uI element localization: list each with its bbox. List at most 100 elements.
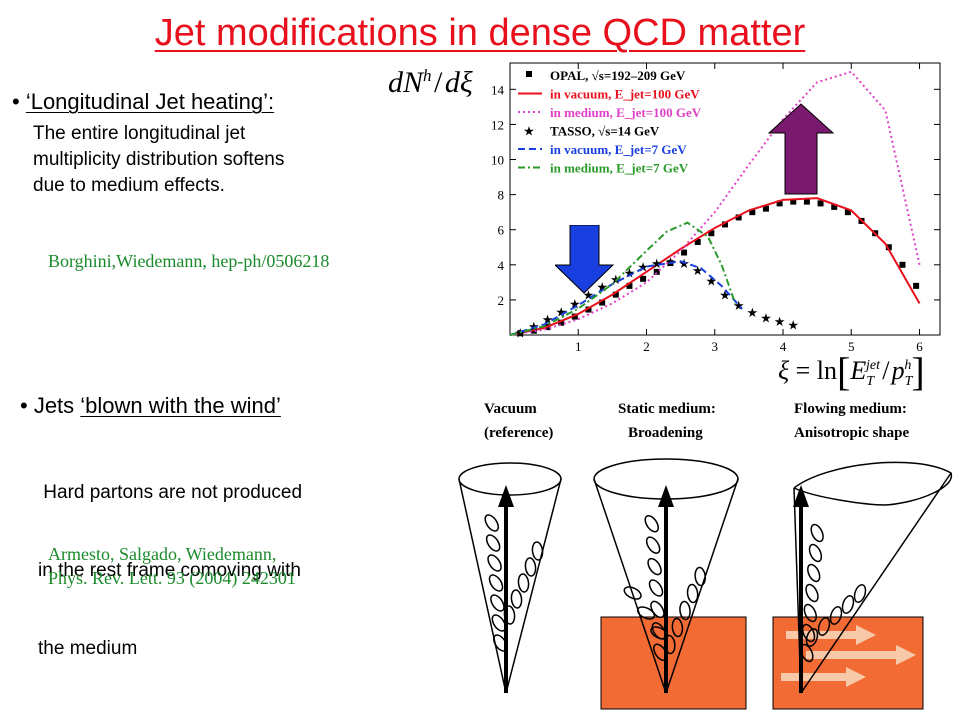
opal-point: [913, 282, 920, 289]
tasso-point: ★: [583, 288, 595, 303]
tasso-point: ★: [610, 272, 622, 287]
legend-label: OPAL, √s=192–209 GeV: [550, 68, 686, 83]
x-tick-label: 2: [643, 339, 650, 354]
xlabel-formula: ξ = ln[ETjet / pTh]: [778, 349, 925, 394]
y-tick-label: 6: [498, 223, 505, 238]
y-tick-label: 12: [491, 117, 504, 132]
opal-point: [776, 200, 783, 207]
x-tick-label: 6: [916, 339, 923, 354]
opal-point: [790, 198, 797, 205]
gluon-loop: [829, 606, 843, 625]
tasso-point: ★: [787, 317, 799, 332]
legend-label: in vacuum, E_jet=100 GeV: [550, 87, 700, 102]
tasso-point: ★: [637, 260, 649, 275]
x-tick-label: 4: [780, 339, 787, 354]
section2-heading-row: • Jets ‘blown with the wind’: [20, 393, 281, 419]
section1-line: multiplicity distribution softens: [33, 149, 285, 170]
jet-medium-diagram: Vacuum (reference) Static medium: Broade…: [446, 393, 960, 720]
opal-point: [749, 209, 756, 216]
flowing-medium-block: [772, 616, 924, 710]
gluon-loop: [636, 606, 656, 620]
tasso-point: ★: [665, 254, 677, 269]
gluon-loop: [663, 634, 676, 655]
opal-point: [599, 299, 606, 306]
y-tick-label: 2: [498, 293, 505, 308]
tasso-point: ★: [706, 274, 718, 289]
y-tick-label: 14: [491, 82, 505, 97]
section2-line: the medium: [38, 638, 138, 659]
diagram-col-subtitle: Anisotropic shape: [794, 425, 910, 441]
gluon-loop: [841, 595, 855, 614]
gluon-loop: [694, 566, 707, 587]
gluon-loop: [493, 634, 508, 652]
gluon-loop: [485, 534, 501, 552]
tasso-point: ★: [692, 263, 704, 278]
gluon-loop: [817, 617, 831, 636]
tasso-point: ★: [624, 266, 636, 281]
section1-heading-row: • ‘Longitudinal Jet heating’:: [12, 89, 274, 115]
gluon-loop: [805, 628, 819, 647]
x-tick-label: 5: [848, 339, 855, 354]
tasso-point: ★: [555, 304, 567, 319]
gluon-loop: [510, 589, 523, 609]
gluon-loop: [484, 514, 499, 532]
tasso-point: ★: [651, 256, 663, 271]
section1-body: The entire longitudinal jet multiplicity…: [33, 121, 284, 199]
ylabel-dn: dN: [388, 66, 424, 99]
section1-bullet: •: [12, 89, 26, 114]
gluon-loop: [671, 617, 684, 638]
opal-point: [571, 313, 578, 320]
x-tick-label: 3: [712, 339, 719, 354]
opal-point: [735, 214, 742, 221]
gluon-loop: [488, 574, 504, 592]
legend-marker: [526, 71, 532, 77]
series-line: [509, 70, 921, 336]
section2-line: Hard partons are not produced: [38, 482, 303, 503]
tasso-point: ★: [719, 288, 731, 303]
gluon-loop: [810, 523, 824, 543]
gluon-loop: [517, 573, 530, 593]
gluon-loop: [807, 563, 821, 583]
gluon-loop: [801, 623, 816, 643]
gluon-loop: [487, 554, 502, 572]
opal-point: [722, 221, 728, 228]
diagram-col-subtitle: (reference): [484, 425, 553, 441]
ylabel-formula: dNh / dξ: [388, 66, 473, 99]
tasso-point: ★: [746, 305, 758, 320]
opal-point: [681, 249, 688, 256]
opal-point: [844, 209, 851, 216]
gluon-loop: [805, 583, 819, 603]
gluon-loop: [647, 557, 662, 576]
section1-line: due to medium effects.: [33, 175, 225, 196]
section2-bullet: • Jets: [20, 393, 81, 418]
gluon-loop: [645, 536, 661, 554]
series-line: [509, 197, 921, 336]
gluon-loop: [648, 579, 664, 597]
gluon-loop: [808, 543, 823, 563]
gluon-loop: [531, 541, 544, 561]
gluon-loop: [686, 583, 699, 604]
y-tick-label: 4: [498, 258, 505, 273]
vacuum-cone: [458, 462, 562, 694]
jet-axis-arrows: [498, 485, 809, 693]
opal-point: [831, 203, 838, 210]
gluon-loop: [853, 584, 867, 603]
gluon-loop: [524, 557, 537, 577]
opal-point: [612, 291, 619, 298]
section1-line: The entire longitudinal jet: [33, 123, 246, 144]
opal-point: [899, 261, 906, 268]
gluon-loop: [503, 605, 516, 625]
legend-label: TASSO, √s=14 GeV: [550, 124, 660, 139]
tasso-point: ★: [733, 298, 745, 313]
gluon-loop: [623, 586, 642, 600]
opal-point: [640, 275, 647, 282]
section2-reference: Armesto, Salgado, Wiedemann, Phys. Rev. …: [48, 542, 296, 590]
gluon-loop: [650, 626, 669, 640]
y-tick-label: 8: [498, 188, 505, 203]
series-line: [509, 260, 743, 336]
page-title: Jet modifications in dense QCD matter: [154, 12, 806, 54]
legend-marker: ★: [523, 124, 535, 139]
gluon-loop: [803, 603, 817, 623]
diagram-col-title: Static medium:: [618, 401, 716, 417]
